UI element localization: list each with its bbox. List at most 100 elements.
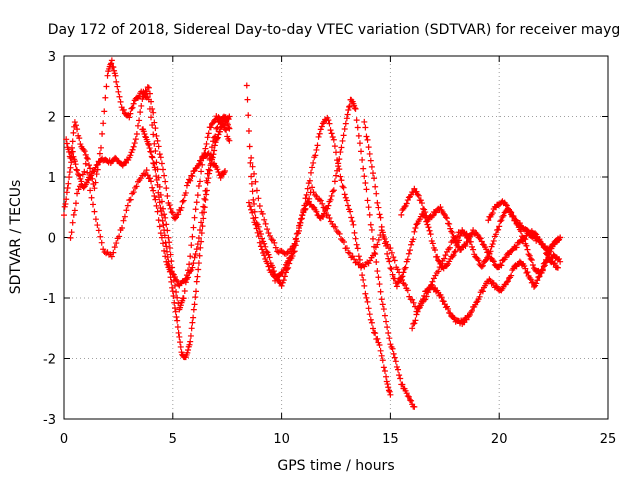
data-point (376, 281, 383, 288)
data-point (401, 203, 408, 210)
data-point (301, 206, 308, 213)
data-point (163, 185, 170, 192)
data-point (319, 213, 326, 220)
data-point (405, 250, 412, 257)
data-point (527, 255, 534, 262)
data-point (462, 243, 469, 250)
data-point (261, 216, 268, 223)
data-point (345, 107, 352, 114)
data-point (517, 228, 524, 235)
data-point (176, 333, 183, 340)
data-point (412, 224, 419, 231)
data-point (68, 229, 75, 236)
data-point (68, 159, 75, 166)
data-point (178, 204, 185, 211)
data-point (214, 134, 221, 141)
data-point (100, 246, 107, 253)
data-point (482, 258, 489, 265)
data-point (269, 264, 276, 271)
data-point (248, 180, 255, 187)
data-point (374, 268, 381, 275)
data-point (359, 156, 366, 163)
data-point (381, 240, 388, 247)
data-point (163, 221, 170, 228)
data-point (76, 135, 83, 142)
data-point (368, 319, 375, 326)
data-point (256, 203, 263, 210)
data-point (374, 241, 381, 248)
data-point (84, 156, 91, 163)
data-point (185, 274, 192, 281)
data-point (173, 276, 180, 283)
data-point (95, 227, 102, 234)
data-point (327, 196, 334, 203)
data-point (388, 249, 395, 256)
data-point (537, 270, 544, 277)
data-point (341, 191, 348, 198)
y-tick-label: 2 (48, 111, 56, 126)
data-point (288, 246, 295, 253)
data-point (380, 233, 387, 240)
data-point (356, 140, 363, 147)
data-point (486, 250, 493, 257)
data-point (413, 221, 420, 228)
data-point (366, 311, 373, 318)
data-point (450, 252, 457, 259)
data-point (285, 258, 292, 265)
data-point (366, 150, 373, 157)
data-point (360, 276, 367, 283)
data-point (206, 167, 213, 174)
data-point (492, 283, 499, 290)
data-point (221, 122, 228, 129)
data-point (148, 153, 155, 160)
data-point (74, 126, 81, 133)
data-point (398, 211, 405, 218)
data-point (152, 166, 159, 173)
data-point (61, 203, 68, 210)
data-point (369, 325, 376, 332)
data-point (415, 192, 422, 199)
data-point (156, 223, 163, 230)
data-point (503, 279, 510, 286)
data-point (335, 163, 342, 170)
data-point (265, 251, 272, 258)
data-point (381, 312, 388, 319)
data-point (363, 294, 370, 301)
data-point (162, 178, 169, 185)
data-point (351, 229, 358, 236)
data-point (362, 290, 369, 297)
data-point (380, 364, 387, 371)
series-arc-9 (398, 185, 561, 271)
data-point (98, 239, 105, 246)
data-point (447, 225, 454, 232)
data-point (158, 212, 165, 219)
data-point (552, 239, 559, 246)
data-point (328, 192, 335, 199)
data-point (163, 243, 170, 250)
data-point (342, 120, 349, 127)
data-point (69, 219, 76, 226)
data-point (166, 244, 173, 251)
data-point (150, 131, 157, 138)
data-point (450, 233, 457, 240)
data-point (161, 227, 168, 234)
data-point (190, 314, 197, 321)
data-point (531, 283, 538, 290)
data-point (360, 165, 367, 172)
data-point (130, 143, 137, 150)
data-point (394, 266, 401, 273)
data-point (443, 215, 450, 222)
data-point (404, 287, 411, 294)
data-point (523, 269, 530, 276)
data-point (166, 268, 173, 275)
data-point (205, 175, 212, 182)
data-point (63, 140, 70, 147)
data-point (338, 144, 345, 151)
data-point (457, 232, 464, 239)
data-point (489, 257, 496, 264)
data-point (262, 220, 269, 227)
data-point (117, 98, 124, 105)
data-point (194, 241, 201, 248)
data-point (157, 230, 164, 237)
